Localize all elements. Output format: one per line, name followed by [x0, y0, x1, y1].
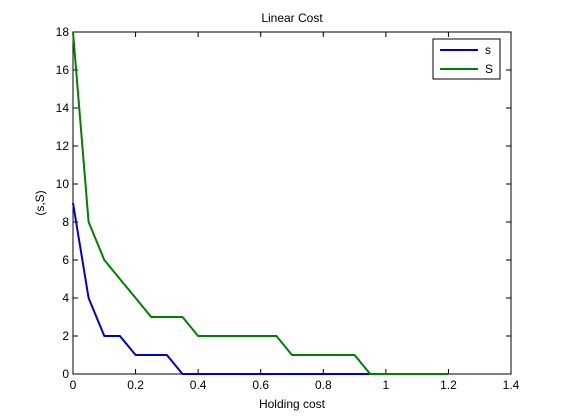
- y-tick-label: 4: [62, 291, 69, 305]
- series-line-s: [72, 31, 449, 375]
- x-tick-label: 1.2: [440, 378, 457, 392]
- x-tick-label: 0: [70, 378, 77, 392]
- chart-title: Linear Cost: [261, 11, 323, 25]
- axis-ticks: 0 0.2 0.4 0.6 0.8 1 1.2 1.4 0 2 4 6 8 10 12 14 16 18: [56, 25, 520, 392]
- y-tick-label: 6: [62, 253, 69, 267]
- y-tick-label: 0: [62, 367, 69, 381]
- y-tick-label: 8: [62, 215, 69, 229]
- y-axis-label: (s,S): [33, 190, 47, 215]
- x-tick-label: 0.6: [252, 378, 269, 392]
- y-tick-label: 2: [62, 329, 69, 343]
- x-tick-label: 1.4: [503, 378, 520, 392]
- x-axis-label: Holding cost: [259, 397, 326, 411]
- y-tick-label: 14: [56, 101, 70, 115]
- x-tick-label: 1: [383, 378, 390, 392]
- legend: sS: [432, 38, 501, 80]
- y-tick-label: 18: [56, 25, 70, 39]
- legend-label-s: s: [485, 43, 491, 57]
- legend-box: [432, 38, 501, 80]
- series-lines: [72, 31, 449, 375]
- plot-area: [72, 31, 512, 375]
- y-tick-label: 12: [56, 139, 70, 153]
- y-tick-label: 10: [56, 177, 70, 191]
- y-tick-label: 16: [56, 63, 70, 77]
- x-tick-label: 0.4: [190, 378, 207, 392]
- x-tick-label: 0.2: [127, 378, 144, 392]
- x-tick-label: 0.8: [315, 378, 332, 392]
- legend-label-s: S: [485, 62, 493, 76]
